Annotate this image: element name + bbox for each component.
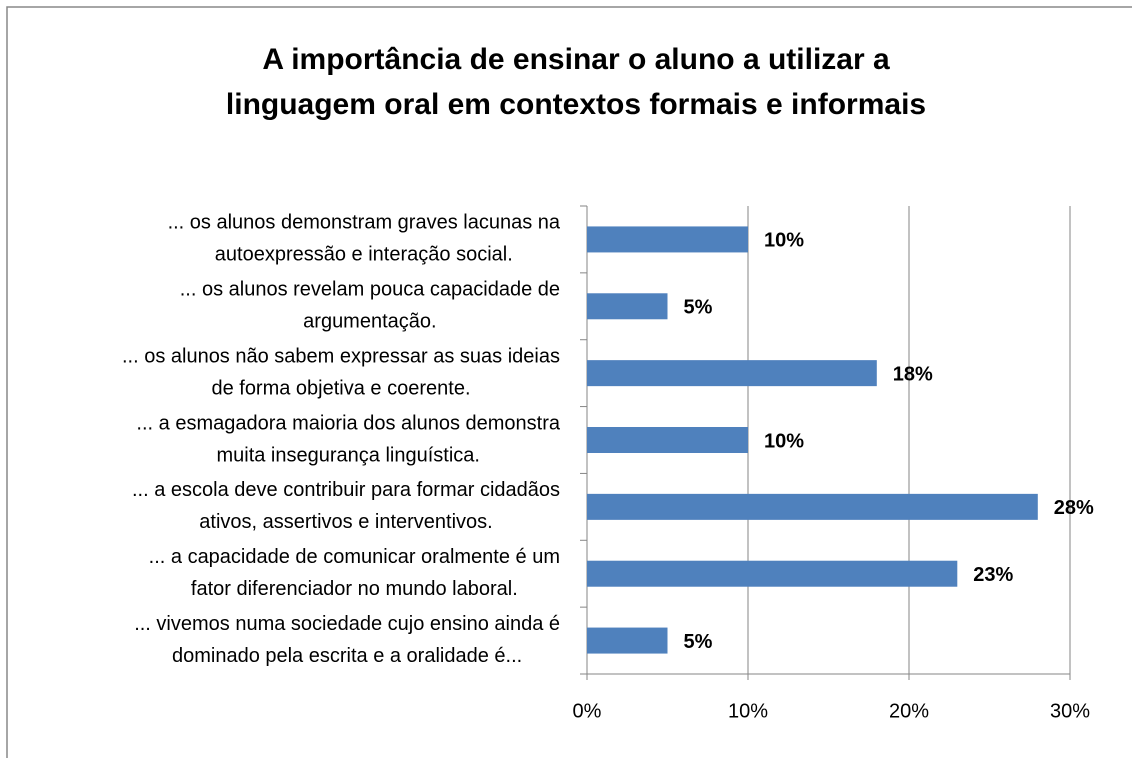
y-tick-label: dominado pela escrita e a oralidade é...	[172, 645, 522, 667]
y-tick-label: ... os alunos não sabem expressar as sua…	[122, 345, 560, 367]
y-tick-label: ... a capacidade de comunicar oralmente …	[149, 546, 560, 568]
chart-title: linguagem oral em contextos formais e in…	[226, 88, 926, 121]
data-label: 10%	[764, 430, 804, 452]
y-tick-label: ativos, assertivos e interventivos.	[199, 511, 492, 533]
data-label: 5%	[684, 297, 713, 319]
y-tick-label: ... os alunos demonstram graves lacunas …	[168, 212, 561, 234]
data-label: 10%	[764, 230, 804, 252]
bar	[587, 293, 668, 320]
y-tick-label: de forma objetiva e coerente.	[211, 377, 470, 399]
y-tick-label: fator diferenciador no mundo laboral.	[191, 578, 518, 600]
data-label: 28%	[1054, 497, 1094, 519]
bar	[587, 493, 1038, 520]
chart-frame	[6, 6, 1132, 758]
y-tick-label: argumentação.	[303, 311, 436, 333]
x-tick-label: 0%	[573, 700, 602, 722]
y-tick-label: autoexpressão e interação social.	[215, 244, 513, 266]
data-label: 23%	[973, 564, 1013, 586]
y-tick-label: ... os alunos revelam pouca capacidade d…	[180, 279, 560, 301]
chart-title: A importância de ensinar o aluno a utili…	[262, 43, 890, 76]
y-tick-label: ... vivemos numa sociedade cujo ensino a…	[134, 613, 560, 635]
y-tick-label: ... a escola deve contribuir para formar…	[132, 479, 560, 501]
x-tick-label: 20%	[889, 700, 929, 722]
bar	[587, 427, 748, 453]
data-label: 5%	[684, 631, 713, 653]
x-tick-label: 30%	[1050, 700, 1090, 722]
data-label: 18%	[893, 363, 933, 385]
x-tick-label: 10%	[728, 700, 768, 722]
bar	[587, 226, 748, 253]
y-tick-label: ... a esmagadora maioria dos alunos demo…	[136, 412, 560, 434]
bar	[587, 560, 958, 587]
bar	[587, 627, 668, 654]
bar	[587, 360, 877, 387]
y-tick-label: muita insegurança linguística.	[216, 444, 479, 466]
